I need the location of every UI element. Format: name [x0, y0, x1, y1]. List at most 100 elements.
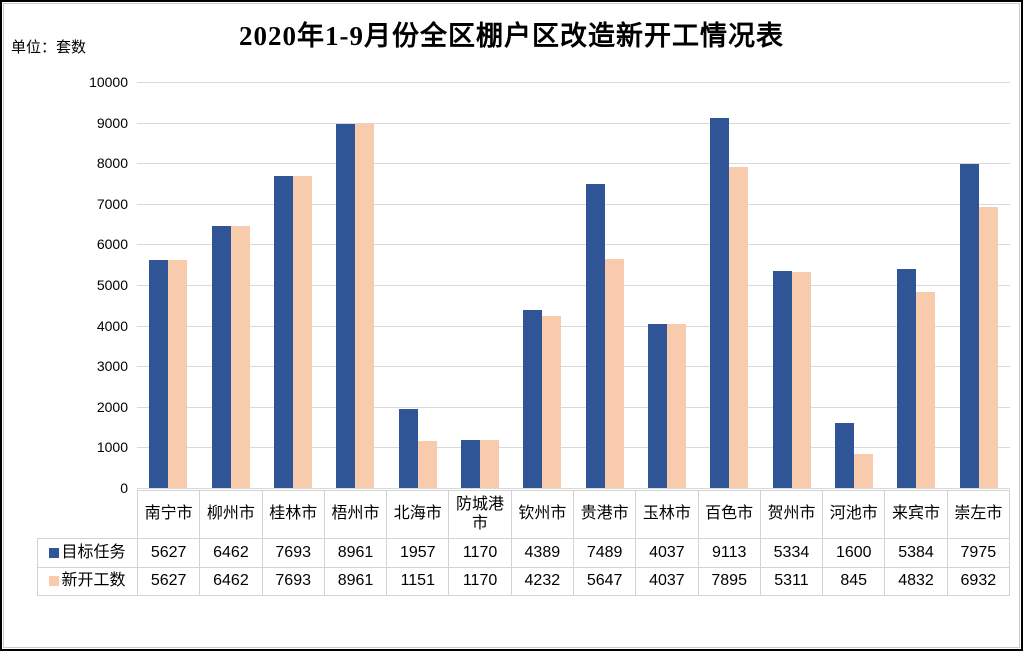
category-header-cell: 防城港市 — [448, 490, 512, 539]
value-cell: 7895 — [697, 567, 761, 596]
gridline — [137, 82, 1010, 83]
bar-group — [449, 82, 511, 488]
value-cell: 6462 — [199, 567, 263, 596]
bar — [667, 324, 687, 488]
bar-group — [823, 82, 885, 488]
bar — [835, 423, 855, 488]
bar — [542, 316, 562, 488]
value-cell: 7693 — [261, 538, 325, 568]
value-cell: 6462 — [199, 538, 263, 568]
bar-group — [199, 82, 261, 488]
y-tick-label: 10000 — [89, 74, 128, 90]
bar-group — [574, 82, 636, 488]
bar — [273, 176, 293, 488]
bar — [355, 124, 375, 488]
legend-swatch-icon — [49, 547, 60, 558]
gridline — [137, 488, 1010, 489]
gridline — [137, 447, 1010, 448]
value-cell: 4037 — [635, 567, 699, 596]
unit-label: 单位：套数 — [11, 39, 87, 56]
value-cell: 7489 — [572, 538, 637, 568]
gridline — [137, 163, 1010, 164]
value-cell: 4389 — [510, 538, 574, 568]
value-cell: 845 — [822, 567, 886, 596]
bar-group — [698, 82, 760, 488]
chart-title: 2020年1-9月份全区棚户区改造新开工情况表 — [239, 21, 784, 51]
bar — [336, 124, 356, 488]
bar-group — [262, 82, 324, 488]
bar — [604, 259, 624, 488]
category-header-cell: 北海市 — [386, 490, 450, 539]
series-name-label: 新开工数 — [61, 572, 126, 590]
bar — [230, 226, 250, 488]
bar — [211, 226, 231, 488]
bar — [916, 292, 936, 488]
value-cell: 1957 — [386, 538, 450, 568]
value-cell: 8961 — [323, 538, 388, 568]
legend-cell: 目标任务 — [37, 538, 138, 568]
bar-group — [885, 82, 947, 488]
series-name-label: 目标任务 — [61, 543, 126, 561]
value-cell: 5384 — [884, 538, 948, 568]
value-cell: 8961 — [323, 567, 388, 596]
y-tick-label: 2000 — [96, 398, 128, 415]
y-tick-label: 0 — [120, 480, 128, 496]
gridline — [137, 285, 1010, 286]
category-header-cell: 柳州市 — [199, 490, 263, 539]
value-cell: 6932 — [946, 567, 1011, 596]
gridline — [137, 366, 1010, 367]
value-cell: 9113 — [697, 538, 761, 568]
bar — [648, 324, 668, 488]
value-cell: 1600 — [822, 538, 886, 568]
category-header-cell: 贺州市 — [759, 490, 824, 539]
value-cell: 5647 — [572, 567, 637, 596]
value-cell: 4037 — [635, 538, 699, 568]
category-header-cell: 梧州市 — [323, 490, 388, 539]
y-tick-label: 6000 — [96, 236, 128, 253]
bar — [479, 440, 499, 488]
data-table-body: 南宁市 柳州市 桂林市 梧州市 北海市 防城港市 钦州市 贵港市 玉林市 百色市 贺州市 河池市 来宾市… — [37, 490, 1011, 596]
bar — [149, 260, 169, 488]
category-header-cell: 百色市 — [697, 490, 761, 539]
y-tick-label: 8000 — [96, 155, 128, 172]
value-cell: 1170 — [448, 567, 512, 596]
data-table: 南宁市 柳州市 桂林市 梧州市 北海市 防城港市 钦州市 贵港市 玉林市 百色市 贺州市 河池市 来宾市… — [37, 490, 1011, 596]
gridline — [137, 204, 1010, 205]
bar — [417, 441, 437, 488]
bar — [585, 184, 605, 488]
bar-group — [636, 82, 698, 488]
value-cell: 1170 — [448, 538, 512, 568]
bar — [729, 167, 749, 488]
legend-cell: 新开工数 — [37, 567, 138, 596]
table-corner-cell — [38, 491, 138, 539]
category-header-cell: 南宁市 — [136, 490, 201, 539]
category-header-cell: 桂林市 — [261, 490, 325, 539]
value-cell: 4832 — [884, 567, 948, 596]
bar-group — [386, 82, 448, 488]
value-cell: 5311 — [759, 567, 824, 596]
bar-group — [137, 82, 199, 488]
gridline — [137, 326, 1010, 327]
value-cell: 5334 — [759, 538, 824, 568]
category-header-cell: 钦州市 — [510, 490, 574, 539]
plot-area — [137, 82, 1010, 489]
bar — [292, 176, 312, 488]
bar — [523, 310, 543, 488]
category-header-cell: 崇左市 — [946, 490, 1011, 539]
value-cell: 1151 — [386, 567, 450, 596]
category-header-cell: 河池市 — [822, 490, 886, 539]
value-cell: 5627 — [136, 538, 201, 568]
bar — [791, 272, 811, 488]
category-header-cell: 玉林市 — [635, 490, 699, 539]
bar — [978, 207, 998, 488]
bar-group — [324, 82, 386, 488]
bar-group — [948, 82, 1010, 488]
value-cell: 7693 — [261, 567, 325, 596]
y-tick-label: 9000 — [96, 114, 128, 131]
legend-swatch-icon — [49, 576, 60, 587]
bar — [854, 454, 874, 488]
y-tick-label: 5000 — [96, 277, 128, 293]
bar — [460, 440, 480, 488]
category-header-cell: 贵港市 — [572, 490, 637, 539]
